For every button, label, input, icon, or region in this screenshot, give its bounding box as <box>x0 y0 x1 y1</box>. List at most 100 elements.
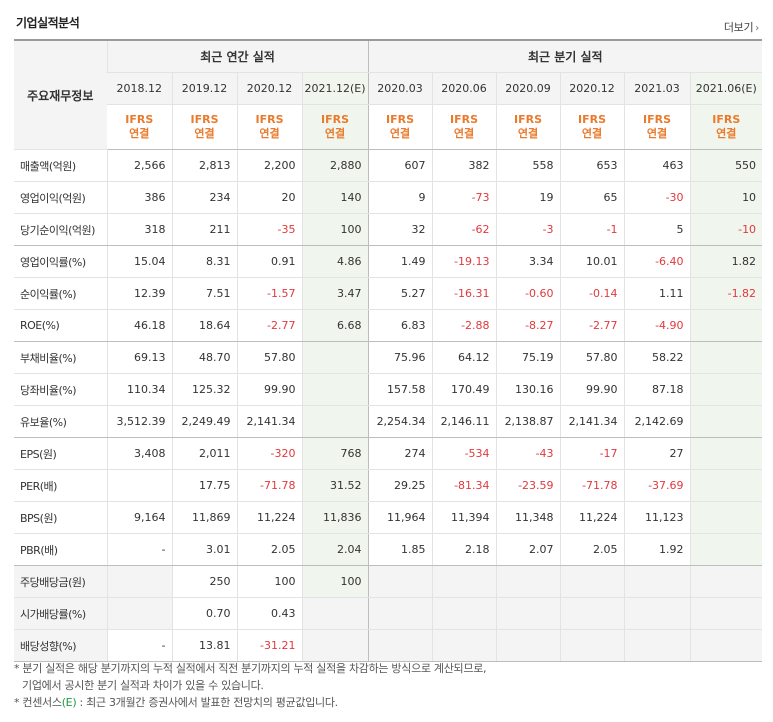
table-cell: 11,123 <box>623 501 691 534</box>
table-cell: 250 <box>171 565 237 598</box>
table-cell: 9,164 <box>106 501 172 534</box>
ifrs-consolidated-line: 연결 <box>581 127 603 140</box>
table-cell: -16.31 <box>431 277 497 310</box>
table-cell: 2,141.34 <box>236 405 302 438</box>
quarter-group-header: 최근 분기 실적 <box>367 39 763 73</box>
table-cell: -35 <box>236 213 302 246</box>
consensus-e-marker: (E) <box>61 696 77 709</box>
table-cell: 75.96 <box>367 341 433 374</box>
ifrs-line: IFRS <box>578 113 607 126</box>
table-cell: 100 <box>301 565 369 598</box>
table-cell <box>689 437 763 470</box>
annual-group-header: 최근 연간 실적 <box>106 39 369 73</box>
chevron-right-icon: › <box>755 23 759 34</box>
table-cell: 100 <box>236 565 302 598</box>
table-cell <box>623 629 691 662</box>
table-row: 부채비율(%) 69.13 48.70 57.80 75.96 64.12 75.19 57.… <box>14 341 763 374</box>
ifrs-row: IFRS 연결 IFRS 연결 IFRS 연결 IFRS 연결 IFRS 연결 IFRS 연결 IFRS… <box>14 104 763 150</box>
ifrs-line: IFRS <box>321 113 350 126</box>
ifrs-consolidated-line: 연결 <box>259 127 280 140</box>
footnote-consensus-prefix: * 컨센서스 <box>14 696 62 709</box>
table-cell: 3.47 <box>301 277 369 310</box>
table-cell: 382 <box>431 149 497 182</box>
footnote-quarter-cont: 기업에서 공시한 분기 실적과 차이가 있을 수 있습니다. <box>22 679 264 692</box>
table-cell <box>367 597 433 630</box>
table-cell <box>431 629 497 662</box>
table-cell <box>559 597 625 630</box>
table-cell: 11,348 <box>495 501 561 534</box>
period-header: 2020.12 <box>559 72 625 105</box>
table-cell: 3,512.39 <box>106 405 172 438</box>
table-cell: 7.51 <box>171 277 237 310</box>
period-header: 2020.09 <box>495 72 561 105</box>
period-header: 2019.12 <box>171 72 237 105</box>
ifrs-consolidated-line: 연결 <box>517 127 539 140</box>
footnote-consensus-text: : 최근 3개월간 증권사에서 발표한 전망치의 평균값입니다. <box>76 696 339 709</box>
table-cell: 1.85 <box>367 533 433 566</box>
more-label: 더보기 <box>723 21 754 34</box>
table-row: 당기순이익(억원) 318 211 -35 100 32 -62 -3 -1 5 -10 <box>14 213 763 246</box>
table-cell: 11,394 <box>431 501 497 534</box>
table-cell: 157.58 <box>367 373 433 406</box>
ifrs-label: IFRS 연결 <box>689 104 763 150</box>
table-row: 주당배당금(원) 250 100 100 <box>14 565 763 598</box>
table-cell <box>559 629 625 662</box>
table-cell: -30 <box>623 181 691 214</box>
table-cell: 4.86 <box>301 245 369 278</box>
table-row: ROE(%) 46.18 18.64 -2.77 6.68 6.83 -2.88 -8.27-… <box>14 309 763 342</box>
ifrs-label: IFRS 연결 <box>301 104 369 150</box>
table-cell <box>689 597 763 630</box>
group-header-row: 주요재무정보 최근 연간 실적 최근 분기 실적 <box>14 39 763 150</box>
table-cell: 318 <box>106 213 172 246</box>
table-cell: 5.27 <box>367 277 433 310</box>
footnote-consensus: * 컨센서스(E) : 최근 3개월간 증권사에서 발표한 전망치의 평균값입니… <box>14 694 486 711</box>
table-cell <box>495 597 561 630</box>
more-link[interactable]: 더보기 › <box>724 19 759 35</box>
row-label: BPS(원) <box>14 501 107 534</box>
row-label: 순이익률(%) <box>14 277 107 310</box>
ifrs-label: IFRS 연결 <box>431 104 497 150</box>
table-cell: 48.70 <box>171 341 237 374</box>
table-cell <box>689 565 763 598</box>
table-cell: -534 <box>431 437 497 470</box>
table-cell <box>367 565 433 598</box>
table-cell: 1.11 <box>623 277 691 310</box>
table-cell: 75.19 <box>495 341 561 374</box>
ifrs-consolidated-line: 연결 <box>129 127 150 140</box>
table-cell <box>106 565 172 598</box>
row-label: EPS(원) <box>14 437 107 470</box>
table-cell: -4.90 <box>623 309 691 342</box>
section-title: 기업실적분석 <box>16 16 80 30</box>
period-header: 2020.03 <box>367 72 433 105</box>
ifrs-line: IFRS <box>386 113 415 126</box>
row-label: 배당성향(%) <box>14 629 107 662</box>
ifrs-line: IFRS <box>190 113 219 126</box>
table-cell: 11,224 <box>236 501 302 534</box>
row-header-label: 주요재무정보 <box>14 39 107 150</box>
ifrs-line: IFRS <box>514 113 543 126</box>
table-row: 영업이익률(%) 15.04 8.31 0.91 4.86 1.49 -19.13 3.34 1… <box>14 245 763 278</box>
ifrs-label: IFRS 연결 <box>236 104 302 150</box>
ifrs-label: IFRS 연결 <box>367 104 433 150</box>
table-cell: 2,011 <box>171 437 237 470</box>
table-cell: -73 <box>431 181 497 214</box>
table-row: 배당성향(%) -13.81 -31.21 <box>14 629 763 662</box>
table-cell: 3,408 <box>106 437 172 470</box>
table-cell: -1.57 <box>236 277 302 310</box>
row-label: 영업이익률(%) <box>14 245 107 278</box>
financial-table: 주요재무정보 최근 연간 실적 최근 분기 실적 2018.12 2019.12… <box>14 39 763 662</box>
table-cell: -71.78 <box>559 469 625 502</box>
table-cell <box>689 373 763 406</box>
table-cell: 2,138.87 <box>495 405 561 438</box>
table-cell: 2.18 <box>431 533 497 566</box>
row-label: PBR(배) <box>14 533 107 566</box>
table-cell: 57.80 <box>236 341 302 374</box>
period-header: 2020.06 <box>431 72 497 105</box>
table-cell: 18.64 <box>171 309 237 342</box>
table-cell <box>301 597 369 630</box>
table-cell: 27 <box>623 437 691 470</box>
table-cell: -81.34 <box>431 469 497 502</box>
table-cell: -1 <box>559 213 625 246</box>
table-cell <box>367 629 433 662</box>
